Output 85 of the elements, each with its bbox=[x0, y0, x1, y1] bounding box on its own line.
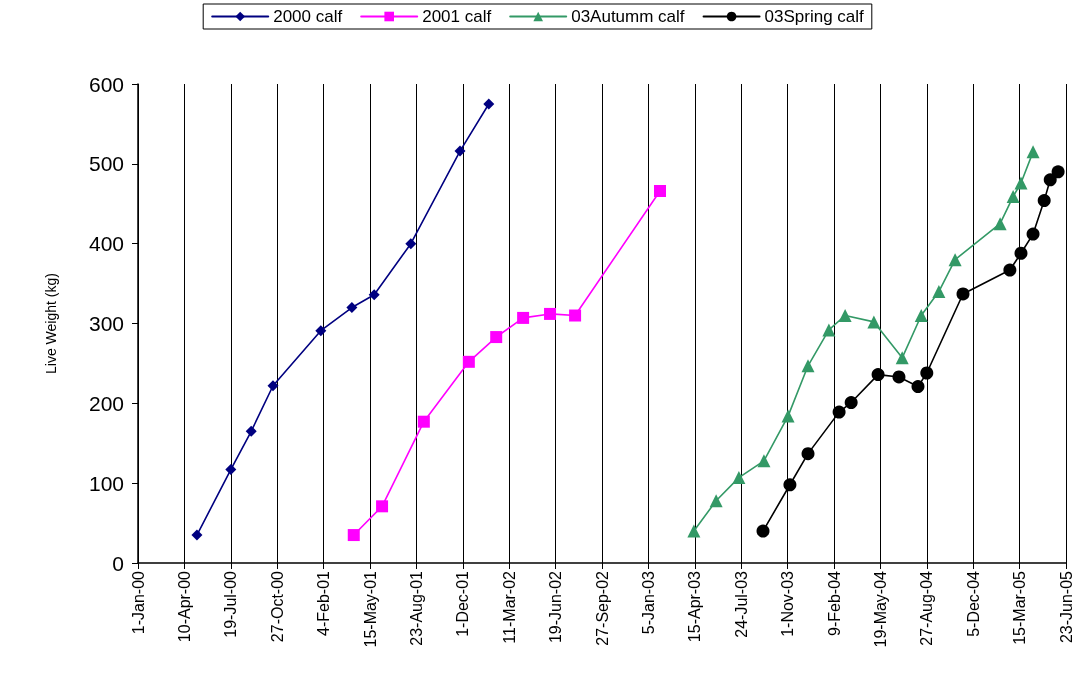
point bbox=[801, 447, 815, 461]
point bbox=[517, 311, 530, 324]
point bbox=[483, 98, 495, 110]
point bbox=[454, 145, 466, 157]
x-tick-label: 5-Jan-03 bbox=[639, 570, 657, 635]
point bbox=[1006, 190, 1020, 204]
point bbox=[732, 471, 746, 485]
x-tick-label: 1-Jan-00 bbox=[129, 570, 147, 635]
point bbox=[569, 309, 582, 322]
x-tick-label: 27-Aug-04 bbox=[918, 570, 936, 646]
point bbox=[838, 309, 852, 323]
point bbox=[993, 217, 1007, 231]
y-axis-title: Live Weight (kg) bbox=[43, 273, 59, 374]
x-tick-label: 24-Jul-03 bbox=[732, 570, 750, 638]
legend-label: 2001 calf bbox=[422, 7, 492, 26]
x-tick-label: 15-Mar-05 bbox=[1011, 570, 1029, 645]
point bbox=[783, 478, 797, 492]
point bbox=[490, 331, 503, 344]
point bbox=[376, 500, 389, 513]
x-tick-label: 27-Sep-02 bbox=[593, 570, 611, 646]
point bbox=[867, 315, 881, 329]
x-tick-label: 23-Jun-05 bbox=[1057, 570, 1075, 644]
x-tick-label: 15-Apr-03 bbox=[686, 570, 704, 643]
x-tick-label: 19-May-04 bbox=[871, 570, 889, 648]
point bbox=[956, 287, 970, 301]
x-tick-label: 23-Aug-01 bbox=[407, 570, 425, 646]
point bbox=[191, 529, 203, 541]
y-tick-label: 0 bbox=[112, 551, 124, 575]
legend-label: 2000 calf bbox=[273, 7, 343, 26]
point bbox=[267, 380, 279, 392]
x-tick-label: 27-Oct-00 bbox=[268, 570, 286, 643]
x-tick-label: 4-Feb-01 bbox=[315, 570, 333, 636]
point bbox=[871, 368, 885, 382]
point bbox=[914, 309, 928, 323]
point bbox=[1014, 176, 1028, 190]
point bbox=[781, 409, 795, 423]
x-tick-label: 11-Mar-02 bbox=[500, 570, 518, 644]
y-tick-label: 500 bbox=[88, 152, 124, 176]
x-tick-label: 15-May-01 bbox=[361, 570, 379, 648]
point bbox=[368, 289, 380, 301]
y-tick-label: 300 bbox=[88, 312, 124, 335]
point bbox=[687, 524, 701, 538]
point bbox=[832, 405, 846, 419]
y-tick-label: 100 bbox=[88, 471, 124, 495]
y-tick-label: 600 bbox=[88, 72, 124, 96]
y-tick-label: 200 bbox=[88, 391, 124, 415]
point bbox=[405, 238, 417, 250]
point bbox=[1014, 246, 1028, 260]
point bbox=[756, 524, 770, 538]
point bbox=[225, 464, 237, 476]
point bbox=[315, 325, 327, 337]
x-tick-label: 10-Apr-00 bbox=[175, 570, 193, 643]
x-tick-label: 5-Dec-04 bbox=[964, 570, 982, 637]
point bbox=[1026, 145, 1040, 159]
x-tick-label: 9-Feb-04 bbox=[825, 570, 843, 636]
point bbox=[709, 494, 723, 508]
point bbox=[1026, 227, 1040, 241]
point bbox=[417, 415, 430, 428]
point bbox=[1037, 194, 1051, 208]
point bbox=[1051, 165, 1065, 179]
point bbox=[1003, 263, 1017, 277]
point bbox=[911, 380, 925, 394]
x-tick-label: 1-Dec-01 bbox=[454, 570, 472, 637]
point bbox=[932, 285, 946, 299]
x-tick-label: 19-Jul-00 bbox=[222, 570, 240, 638]
point bbox=[544, 307, 557, 320]
point bbox=[1043, 173, 1057, 187]
point bbox=[757, 454, 771, 468]
y-tick-label: 400 bbox=[88, 232, 124, 256]
point bbox=[895, 351, 909, 365]
point bbox=[347, 529, 360, 542]
point bbox=[346, 302, 358, 314]
point bbox=[245, 425, 257, 437]
legend-label: 03Spring calf bbox=[764, 7, 865, 26]
x-tick-label: 1-Nov-03 bbox=[779, 570, 797, 637]
point bbox=[844, 396, 858, 410]
legend-label: 03Autumm calf bbox=[571, 7, 685, 26]
point bbox=[654, 184, 666, 197]
point bbox=[948, 253, 962, 267]
point bbox=[462, 355, 475, 368]
x-tick-label: 19-Jun-02 bbox=[547, 570, 565, 644]
point bbox=[801, 359, 815, 373]
point bbox=[822, 323, 836, 337]
point bbox=[892, 370, 906, 384]
point bbox=[920, 366, 934, 380]
